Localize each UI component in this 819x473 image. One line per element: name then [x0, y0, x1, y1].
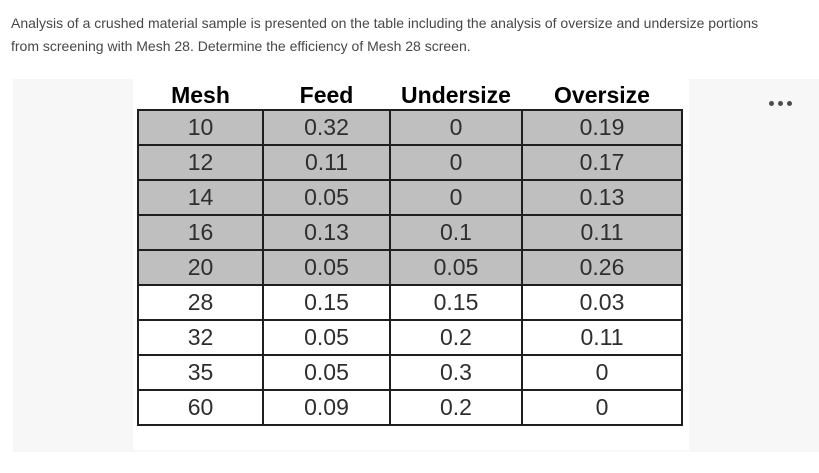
- table-row: 28 0.15 0.15 0.03: [137, 284, 683, 321]
- table-cell: 0.1: [389, 214, 523, 251]
- ellipsis-icon: [786, 100, 792, 106]
- table-cell: 10: [137, 109, 264, 146]
- problem-statement: Analysis of a crushed material sample is…: [11, 12, 811, 57]
- table-cell: 0: [389, 144, 523, 181]
- table-row: 35 0.05 0.3 0: [137, 354, 683, 391]
- table-row: 12 0.11 0 0.17: [137, 144, 683, 181]
- table-cell: 0.15: [389, 284, 523, 321]
- table-cell: 0.05: [389, 249, 523, 286]
- screen-analysis-table: Mesh Feed Undersize Oversize 10 0.32 0 0.19…: [137, 82, 683, 426]
- column-header-mesh: Mesh: [171, 82, 230, 108]
- table-cell: 0.11: [521, 319, 683, 356]
- table-cell: 20: [137, 249, 264, 286]
- table-cell: 0: [521, 354, 683, 391]
- ellipsis-icon: [777, 100, 783, 106]
- table-cell: 0.11: [521, 214, 683, 251]
- table-cell: 0: [389, 179, 523, 216]
- table-cell: 0.05: [262, 354, 391, 391]
- table-cell: 0.05: [262, 179, 391, 216]
- ellipsis-icon: [768, 100, 774, 106]
- table-cell: 0.17: [521, 144, 683, 181]
- problem-text-line-1: Analysis of a crushed material sample is…: [11, 15, 759, 31]
- table-cell: 35: [137, 354, 264, 391]
- table-row: 32 0.05 0.2 0.11: [137, 319, 683, 356]
- column-header-feed: Feed: [299, 82, 354, 108]
- table-cell: 0.3: [389, 354, 523, 391]
- table-header-row: Mesh Feed Undersize Oversize: [138, 82, 682, 110]
- column-header-oversize: Oversize: [554, 82, 650, 108]
- table-body: 10 0.32 0 0.19 12 0.11 0 0.17 14 0.05 0 0.13 16 0.13 0…: [137, 109, 683, 426]
- table-row: 10 0.32 0 0.19: [137, 109, 683, 146]
- table-cell: 12: [137, 144, 264, 181]
- table-cell: 32: [137, 319, 264, 356]
- table-cell: 0: [521, 389, 683, 426]
- table-cell: 16: [137, 214, 264, 251]
- table-row: 60 0.09 0.2 0: [137, 389, 683, 426]
- table-cell: 0.09: [262, 389, 391, 426]
- table-cell: 60: [137, 389, 264, 426]
- more-options-button[interactable]: [755, 89, 805, 117]
- table-cell: 0.11: [262, 144, 391, 181]
- table-cell: 0.15: [262, 284, 391, 321]
- column-header-undersize: Undersize: [401, 82, 511, 108]
- table-cell: 0.13: [262, 214, 391, 251]
- table-cell: 0.05: [262, 319, 391, 356]
- table-image: Mesh Feed Undersize Oversize 10 0.32 0 0.19…: [133, 79, 689, 450]
- table-cell: 0: [389, 109, 523, 146]
- table-row: 20 0.05 0.05 0.26: [137, 249, 683, 286]
- table-cell: 0.05: [262, 249, 391, 286]
- table-row: 16 0.13 0.1 0.11: [137, 214, 683, 251]
- table-cell: 0.03: [521, 284, 683, 321]
- table-row: 14 0.05 0 0.13: [137, 179, 683, 216]
- table-cell: 14: [137, 179, 264, 216]
- table-cell: 0.19: [521, 109, 683, 146]
- problem-text-line-2: from screening with Mesh 28. Determine t…: [11, 37, 471, 54]
- attachment-panel: Mesh Feed Undersize Oversize 10 0.32 0 0.19…: [13, 79, 819, 452]
- table-cell: 0.2: [389, 389, 523, 426]
- table-cell: 0.13: [521, 179, 683, 216]
- table-cell: 0.26: [521, 249, 683, 286]
- table-cell: 0.2: [389, 319, 523, 356]
- table-cell: 0.32: [262, 109, 391, 146]
- table-cell: 28: [137, 284, 264, 321]
